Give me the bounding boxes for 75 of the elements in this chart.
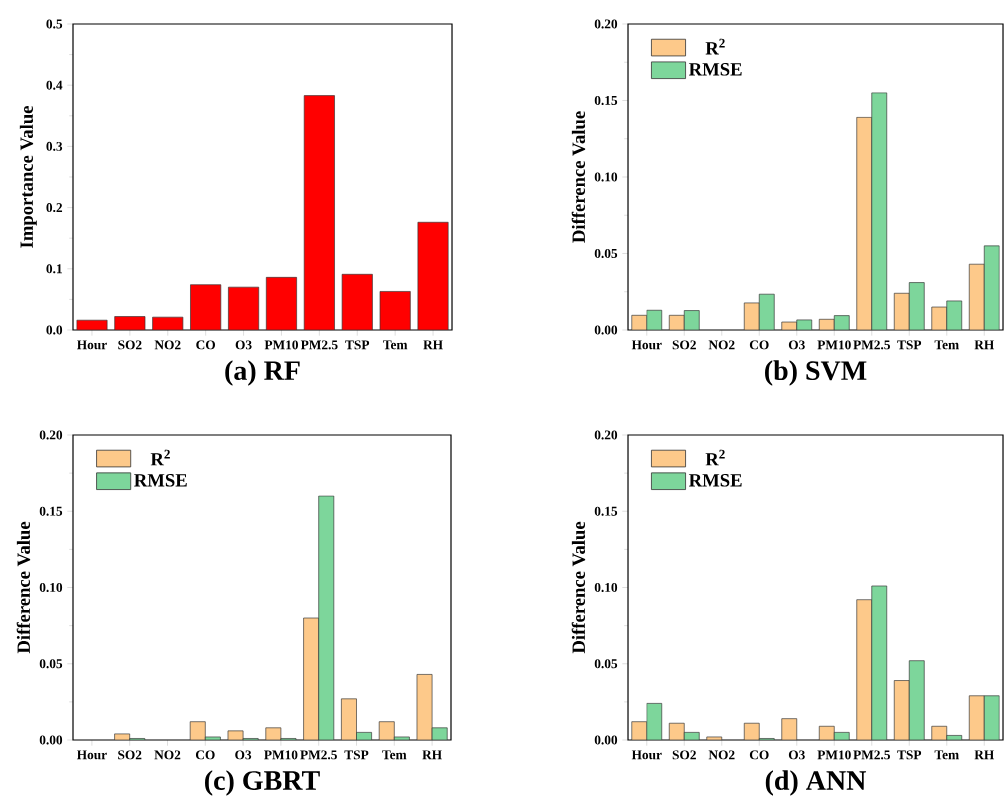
text: (a) RF <box>225 360 300 386</box>
x-tick-label: O3 <box>235 750 252 760</box>
x-tick-label: PM2.5 <box>853 340 890 350</box>
y-tick-label: 0.00 <box>594 735 618 745</box>
y-tick-label: 0.05 <box>39 659 63 669</box>
x-tick-label: Tem <box>382 750 407 760</box>
y-tick-label: 0.10 <box>594 172 618 182</box>
y-tick-label: 0.05 <box>594 659 618 669</box>
y-tick-label: 0.1 <box>46 264 62 274</box>
x-tick-label: CO <box>749 750 769 760</box>
x-tick-label: CO <box>196 340 216 350</box>
y-tick-label: 0.00 <box>594 325 618 335</box>
x-tick-label: O3 <box>788 340 805 350</box>
y-tick-label: 0.00 <box>39 735 63 745</box>
x-tick-label: PM2.5 <box>300 340 338 350</box>
x-tick-label: TSP <box>344 750 369 760</box>
x-tick-label: TSP <box>897 340 922 350</box>
y-tick-label: 0.5 <box>46 19 63 29</box>
y-tick-label: 0.15 <box>594 506 618 516</box>
x-tick-label: Tem <box>934 750 959 760</box>
legend-label: R$^{2}$ <box>150 449 170 466</box>
x-tick-label: PM2.5 <box>853 750 890 760</box>
x-tick-label: TSP <box>897 750 922 760</box>
legend-label: R$^{2}$ <box>705 38 725 55</box>
y-tick-label: 0.05 <box>594 248 618 259</box>
x-tick-label: SO2 <box>118 340 142 350</box>
legend-label: R$^{2}$ <box>705 449 725 466</box>
text: (c) GBRT <box>205 770 320 796</box>
y-tick-label: 0.15 <box>39 506 63 516</box>
x-tick-label: PM10 <box>264 340 298 350</box>
x-tick-label: Hour <box>631 340 662 350</box>
text: (d) ANN <box>765 770 867 796</box>
x-tick-label: SO2 <box>672 750 696 760</box>
x-tick-label: NO2 <box>708 340 735 350</box>
x-tick-label: PM10 <box>817 750 851 760</box>
y-tick-label: 0.10 <box>39 582 63 593</box>
x-tick-label: Hour <box>76 750 107 760</box>
x-tick-label: NO2 <box>154 750 181 760</box>
x-tick-label: RH <box>974 750 995 760</box>
y-tick-label: 0.20 <box>594 430 618 440</box>
legend-label: RMSE <box>134 474 187 487</box>
y-axis-title: Difference Value <box>16 521 31 654</box>
y-tick-label: 0.20 <box>39 430 63 440</box>
legend-label: RMSE <box>688 474 742 487</box>
x-tick-label: NO2 <box>708 750 735 760</box>
y-axis-title: Difference Value <box>571 521 586 654</box>
x-tick-label: RH <box>423 340 443 350</box>
x-tick-label: CO <box>749 340 769 350</box>
legend-label: RMSE <box>688 63 742 76</box>
x-tick-label: Tem <box>934 340 959 350</box>
y-tick-label: 0.2 <box>46 203 63 213</box>
x-tick-label: PM2.5 <box>300 750 337 760</box>
x-tick-label: O3 <box>788 750 805 760</box>
x-tick-label: NO2 <box>154 340 181 350</box>
y-tick-label: 0.0 <box>46 325 63 335</box>
x-tick-label: RH <box>974 340 995 350</box>
x-tick-label: O3 <box>235 340 252 350</box>
x-tick-label: Hour <box>631 750 662 760</box>
x-tick-label: PM10 <box>817 340 851 350</box>
x-tick-label: SO2 <box>118 750 142 760</box>
x-tick-label: PM10 <box>264 750 298 760</box>
x-tick-label: Tem <box>383 340 408 350</box>
x-tick-label: TSP <box>345 340 370 350</box>
y-tick-label: 0.3 <box>46 141 63 151</box>
y-axis-title: Difference Value <box>571 111 586 243</box>
y-tick-label: 0.15 <box>594 95 618 106</box>
x-tick-label: CO <box>195 750 215 760</box>
text: (b) SVM <box>765 360 867 386</box>
y-tick-label: 0.10 <box>594 582 618 593</box>
x-tick-label: Hour <box>77 340 107 350</box>
x-tick-label: RH <box>422 750 442 760</box>
y-axis-title: Importance Value <box>19 106 37 248</box>
y-tick-label: 0.20 <box>594 19 618 29</box>
x-tick-label: SO2 <box>672 340 696 350</box>
y-tick-label: 0.4 <box>46 80 63 90</box>
